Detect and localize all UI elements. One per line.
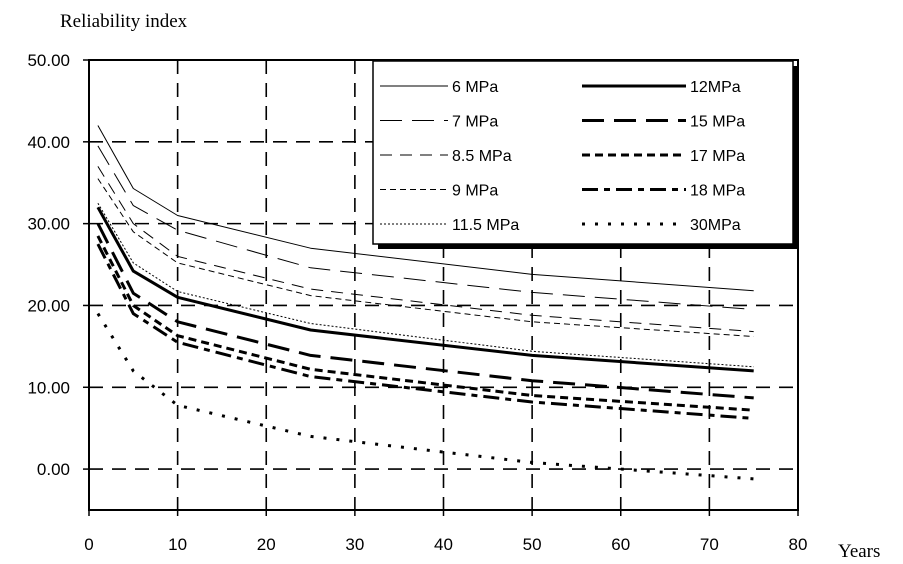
legend-box xyxy=(372,60,794,245)
x-tick-label: 30 xyxy=(345,535,364,554)
x-axis-title: Years xyxy=(838,541,880,562)
legend-label: 7 MPa xyxy=(452,114,498,131)
y-tick-label: 40.00 xyxy=(27,133,70,152)
series-line xyxy=(96,312,754,481)
legend-label: 12MPa xyxy=(690,79,741,96)
series-line xyxy=(96,222,754,400)
x-tick-label: 80 xyxy=(789,535,808,554)
series-line xyxy=(96,206,754,373)
series-line xyxy=(97,202,754,368)
x-tick-label: 50 xyxy=(523,535,542,554)
legend-label: 15 MPa xyxy=(690,114,745,131)
legend-label: 9 MPa xyxy=(452,183,498,200)
y-tick-label: 30.00 xyxy=(27,215,70,234)
series-line xyxy=(96,235,754,412)
x-tick-label: 10 xyxy=(168,535,187,554)
legend-label: 8.5 MPa xyxy=(452,148,512,165)
y-tick-label: 0.00 xyxy=(37,460,70,479)
legend-label: 18 MPa xyxy=(690,183,745,200)
y-tick-label: 50.00 xyxy=(27,51,70,70)
x-tick-label: 40 xyxy=(434,535,453,554)
y-tick-label: 20.00 xyxy=(27,296,70,315)
x-tick-label: 20 xyxy=(257,535,276,554)
legend: 6 MPa 7 MPa 8.5 MPa 9 MPa 11.5 MPa 12MPa 15 MP… xyxy=(372,60,798,249)
series-line xyxy=(97,166,754,333)
series-line xyxy=(97,125,754,292)
axis-ticks: 0 10 20 30 40 50 60 70 80 0.00 10.00 20.00 30.00 40.0… xyxy=(27,51,807,554)
legend-label: 11.5 MPa xyxy=(452,217,519,234)
series-line xyxy=(97,178,754,337)
y-tick-label: 10.00 xyxy=(27,378,70,397)
series-line xyxy=(96,243,754,420)
series-lines xyxy=(96,125,754,481)
y-axis-title: Reliability index xyxy=(60,11,188,32)
x-tick-label: 70 xyxy=(700,535,719,554)
legend-label: 17 MPa xyxy=(690,148,745,165)
legend-label: 6 MPa xyxy=(452,79,498,96)
series-line xyxy=(97,145,754,310)
x-tick-label: 0 xyxy=(84,535,93,554)
x-tick-label: 60 xyxy=(611,535,630,554)
legend-label: 30MPa xyxy=(690,217,741,234)
